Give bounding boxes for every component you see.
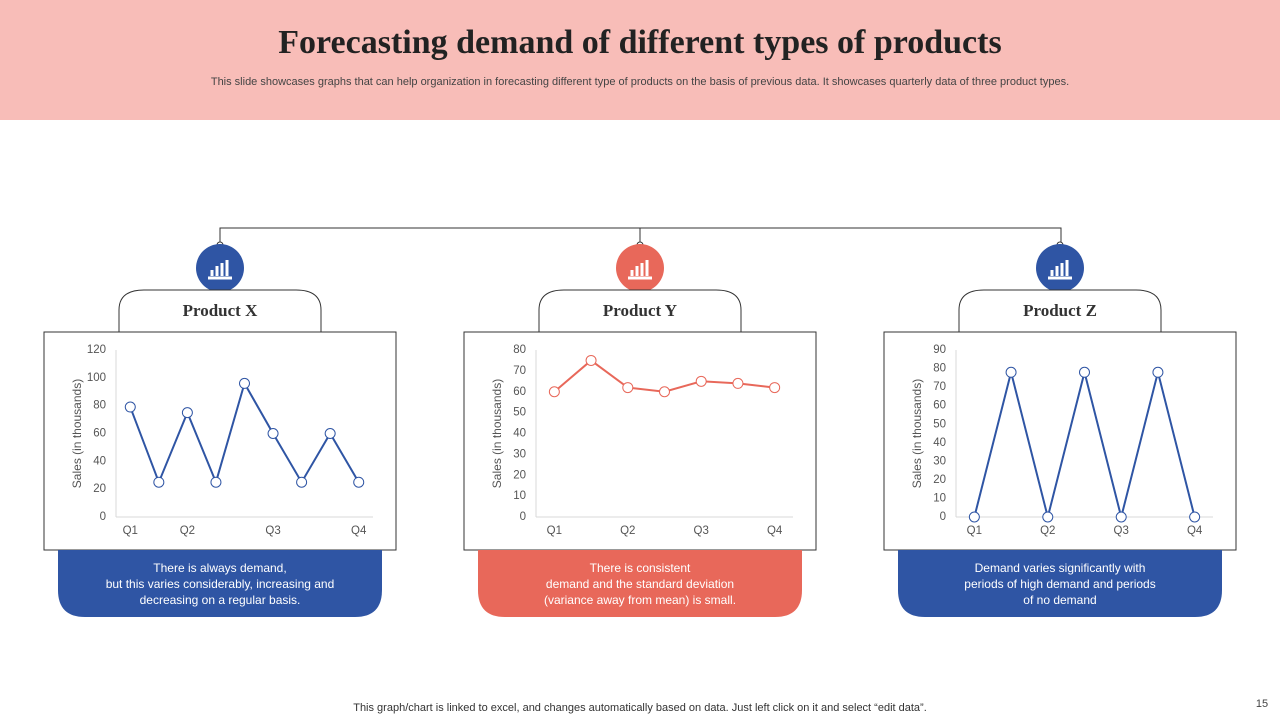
data-point — [732, 377, 744, 389]
y-tick-label: 60 — [933, 400, 946, 412]
y-tick-label: 80 — [513, 344, 526, 356]
chart-title: Product Y — [603, 301, 677, 320]
chart-title: Product Z — [1023, 301, 1097, 320]
data-point — [124, 401, 136, 413]
data-point — [1005, 366, 1017, 378]
y-tick-label: 20 — [93, 483, 106, 495]
data-point — [267, 428, 279, 439]
x-tick-label: Q3 — [1114, 525, 1129, 537]
chart-title: Product X — [183, 301, 258, 320]
y-tick-label: 20 — [513, 469, 526, 481]
data-point — [585, 354, 597, 366]
y-tick-label: 0 — [520, 511, 526, 523]
description-line: decreasing on a regular basis. — [140, 593, 301, 607]
y-tick-label: 10 — [513, 490, 526, 502]
data-point — [1189, 511, 1201, 523]
description-line: demand and the standard deviation — [546, 577, 734, 591]
y-axis-label: Sales (in thousands) — [70, 379, 84, 488]
data-point — [324, 428, 336, 439]
description-line: but this varies considerably, increasing… — [106, 577, 335, 591]
data-point — [695, 375, 707, 387]
data-point — [353, 476, 365, 488]
y-tick-label: 90 — [933, 344, 946, 356]
x-tick-label: Q2 — [180, 525, 195, 537]
description-line: periods of high demand and periods — [964, 577, 1155, 591]
data-point — [153, 476, 165, 488]
x-tick-label: Q3 — [694, 525, 709, 537]
x-tick-label: Q2 — [620, 525, 635, 537]
data-point — [239, 377, 250, 389]
x-tick-label: Q1 — [547, 525, 562, 537]
data-point — [1079, 366, 1090, 378]
title-tab — [118, 289, 322, 332]
x-tick-label: Q1 — [967, 525, 982, 537]
data-point — [548, 386, 560, 398]
x-tick-label: Q3 — [265, 525, 280, 537]
y-tick-label: 0 — [940, 511, 946, 523]
data-point — [1042, 511, 1054, 523]
icon-circle — [616, 244, 664, 292]
description-line: (variance away from mean) is small. — [544, 593, 736, 607]
title-tab — [958, 289, 1162, 332]
y-tick-label: 50 — [933, 418, 946, 430]
x-tick-label: Q4 — [351, 525, 367, 537]
data-point — [769, 382, 781, 394]
data-point — [210, 476, 222, 488]
y-axis-label: Sales (in thousands) — [910, 379, 924, 488]
x-tick-label: Q4 — [767, 525, 783, 537]
y-tick-label: 80 — [933, 363, 946, 375]
description-line: There is always demand, — [153, 561, 286, 575]
icon — [628, 260, 652, 280]
y-tick-label: 10 — [933, 492, 946, 504]
icon-circle — [196, 244, 244, 292]
description-line: of no demand — [1023, 593, 1096, 607]
y-tick-label: 80 — [93, 400, 106, 412]
chart-box — [463, 331, 817, 551]
chart-box — [883, 331, 1237, 551]
footer: This graph/chart is linked to excel, and… — [353, 702, 927, 714]
x-tick-label: Q4 — [1187, 525, 1203, 537]
title: Forecasting demand of different types of… — [278, 24, 1001, 61]
description-box — [58, 550, 382, 617]
icon — [1048, 260, 1072, 280]
data-point — [968, 511, 980, 523]
x-tick-label: Q1 — [123, 525, 138, 537]
y-tick-label: 40 — [93, 455, 106, 467]
data-point — [1115, 511, 1127, 523]
y-tick-label: 100 — [87, 372, 106, 384]
y-tick-label: 30 — [513, 448, 526, 460]
y-tick-label: 60 — [513, 386, 526, 398]
description-box — [898, 550, 1222, 617]
y-tick-label: 40 — [933, 437, 946, 449]
y-tick-label: 50 — [513, 407, 526, 419]
data-point — [659, 386, 670, 398]
description-line: There is consistent — [590, 561, 691, 575]
data-point — [181, 407, 193, 419]
data-point — [296, 476, 308, 488]
y-tick-label: 70 — [933, 381, 946, 393]
icon-circle — [1036, 244, 1084, 292]
y-tick-label: 120 — [87, 344, 106, 356]
y-tick-label: 70 — [513, 365, 526, 377]
y-tick-label: 40 — [513, 428, 526, 440]
y-tick-label: 0 — [100, 511, 106, 523]
y-tick-label: 30 — [933, 455, 946, 467]
description-box — [478, 550, 802, 617]
y-tick-label: 60 — [93, 428, 106, 440]
y-tick-label: 20 — [933, 474, 946, 486]
icon — [208, 260, 232, 280]
header-band — [0, 0, 1280, 120]
chart-box — [43, 331, 397, 551]
y-axis-label: Sales (in thousands) — [490, 379, 504, 488]
data-point — [1152, 366, 1164, 378]
data-point — [622, 382, 634, 394]
page-number: 15 — [1256, 698, 1268, 710]
description-line: Demand varies significantly with — [975, 561, 1146, 575]
subtitle: This slide showcases graphs that can hel… — [211, 76, 1069, 88]
x-tick-label: Q2 — [1040, 525, 1055, 537]
title-tab — [538, 289, 742, 332]
